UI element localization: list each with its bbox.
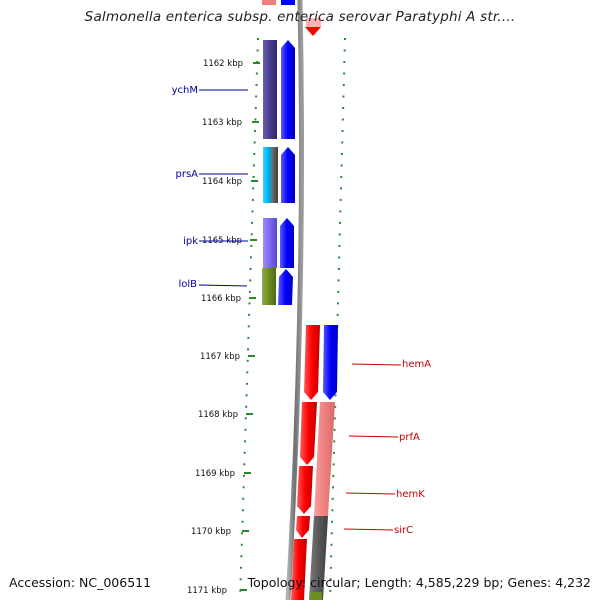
gene-label-sirC[interactable]: sirC (394, 525, 413, 536)
cds-forward-lolB (278, 269, 293, 305)
gene-labels-left: ychM prsA ipk lolB (172, 85, 248, 290)
kbp-label-1164: 1164 kbp (202, 177, 242, 187)
gene-label-ychM[interactable]: ychM (172, 85, 198, 96)
gene-label-lolB[interactable]: lolB (178, 279, 197, 290)
cds-forward-ychM (281, 40, 295, 139)
kbp-label-1166: 1166 kbp (201, 294, 241, 304)
gene-label-ipk[interactable]: ipk (183, 236, 198, 247)
cds-reverse-sirC (296, 516, 310, 538)
cog-feature-prfA (314, 402, 335, 516)
cds-forward-ipk (280, 218, 294, 268)
reverse-strand (291, 325, 320, 600)
kbp-label-1171: 1171 kbp (187, 586, 227, 596)
cog-features-right (309, 402, 335, 600)
cog-features-left (262, 40, 278, 305)
kbp-label-1167: 1167 kbp (200, 352, 240, 362)
cog-feature-marker (306, 18, 321, 27)
kbp-label-1169: 1169 kbp (195, 469, 235, 479)
gene-label-hemA[interactable]: hemA (402, 359, 431, 370)
label-line-hemA (351, 363, 402, 366)
outer-tick-row (329, 37, 346, 600)
kbp-label-1168: 1168 kbp (198, 410, 238, 420)
cds-forward-hemA (323, 325, 338, 400)
accession-text: Accession: NC_006511 (9, 575, 152, 590)
gene-label-prsA[interactable]: prsA (175, 169, 198, 180)
map-title: Salmonella enterica subsp. enterica sero… (84, 9, 516, 25)
cog-feature-bottom (310, 592, 322, 600)
genome-backbone (285, 0, 304, 600)
label-line-hemK (345, 492, 396, 495)
cog-feature-prsA-b (271, 147, 278, 203)
cog-feature-top (262, 0, 276, 5)
kbp-label-1162: 1162 kbp (203, 59, 243, 69)
cog-feature-sirC (309, 516, 328, 600)
cog-feature-prsA-a (263, 147, 271, 203)
cds-reverse-prfA (300, 402, 317, 465)
cds-reverse-hemK (297, 466, 313, 514)
gene-label-prfA[interactable]: prfA (399, 432, 420, 443)
tick-dots (239, 37, 346, 600)
cds-reverse-bottom (291, 539, 307, 600)
cds-reverse-marker (305, 27, 321, 36)
label-line-lolB (198, 284, 248, 287)
kbp-label-1163: 1163 kbp (202, 118, 242, 128)
cog-feature-ychM (263, 40, 277, 139)
forward-strand (278, 40, 338, 400)
cds-forward-top (281, 0, 295, 5)
inner-tick-row (239, 37, 259, 600)
label-line-prfA (348, 435, 399, 438)
scale-ruler: 1162 kbp 1163 kbp 1164 kbp 1165 kbp 1166… (187, 59, 260, 596)
topology-text: Topology: circular; Length: 4,585,229 bp… (247, 575, 591, 590)
cog-feature-ipk (263, 218, 277, 268)
gene-label-hemK[interactable]: hemK (396, 489, 425, 500)
label-line-sirC (343, 528, 394, 531)
kbp-label-1170: 1170 kbp (191, 527, 231, 537)
cog-feature-lolB (262, 268, 276, 305)
cds-forward-prsA (281, 147, 295, 203)
cds-reverse-hemA (304, 325, 320, 400)
gene-labels-right: hemA prfA hemK sirC (343, 359, 431, 536)
